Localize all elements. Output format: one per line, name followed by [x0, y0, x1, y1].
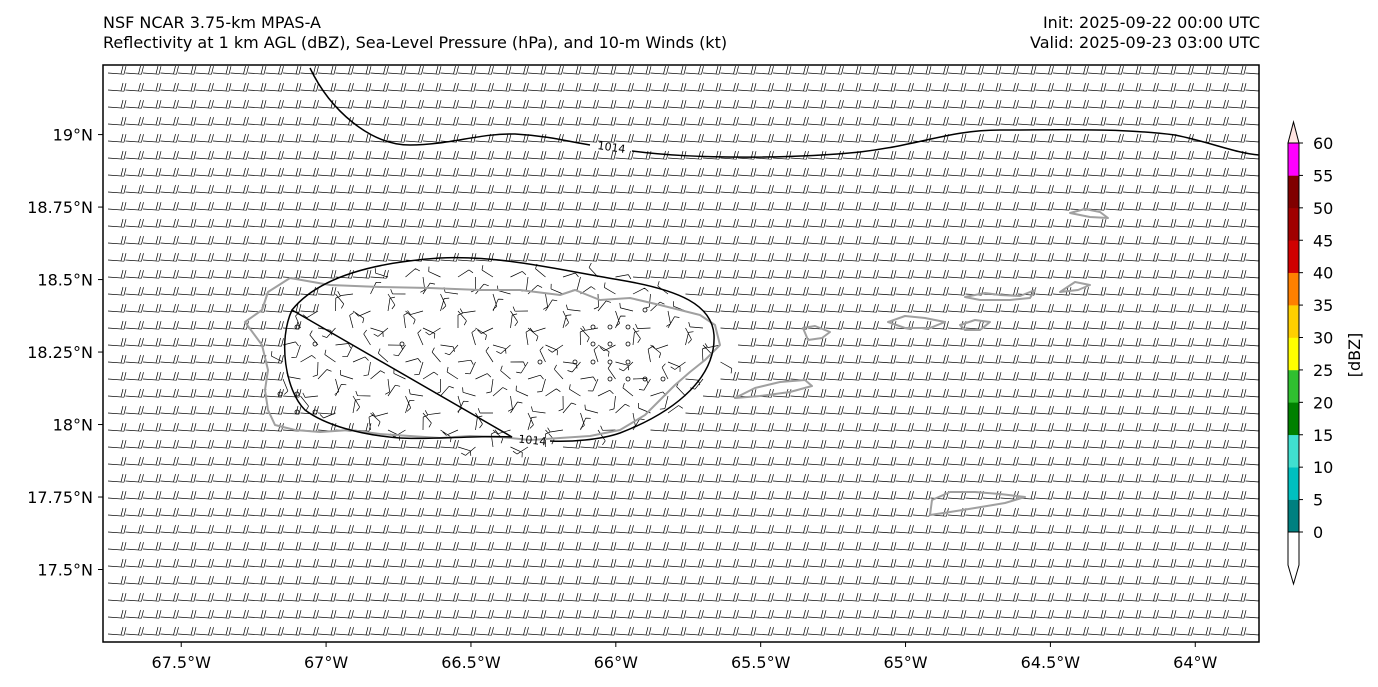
- isobar-south-closed: [283, 256, 715, 442]
- lon-tick-label: 64.5°W: [1021, 653, 1081, 672]
- isobar-north: [309, 67, 1259, 158]
- colorbar-tick-label: 25: [1313, 361, 1333, 380]
- colorbar-tick-label: 35: [1313, 296, 1333, 315]
- colorbar-tick-label: 45: [1313, 231, 1333, 250]
- colorbar-band: [1288, 240, 1299, 273]
- calm-wind-circle: [660, 376, 666, 382]
- calm-wind-circle: [312, 409, 318, 415]
- colorbar-tick-label: 55: [1313, 166, 1333, 185]
- colorbar-tick-label: 50: [1313, 199, 1333, 218]
- lat-tick-label: 18.75°N: [27, 198, 93, 217]
- colorbar-label: [dBZ]: [1345, 333, 1364, 378]
- colorbar-extend-max: [1287, 120, 1300, 144]
- calm-wind-circle: [607, 341, 613, 347]
- colorbar-band: [1288, 434, 1299, 468]
- colorbar-band: [1288, 337, 1299, 371]
- lon-tick-label: 65.5°W: [731, 653, 791, 672]
- title-line-1: NSF NCAR 3.75-km MPAS-A: [103, 13, 321, 32]
- lat-tick-label: 17.75°N: [27, 488, 93, 507]
- colorbar-extend-min: [1287, 532, 1300, 586]
- colorbar-tick-label: 40: [1313, 264, 1333, 283]
- colorbar-band: [1288, 467, 1299, 500]
- virgin-gorda-coastline: [1059, 281, 1091, 293]
- calm-wind-circle: [625, 324, 631, 330]
- lon-tick-label: 66°W: [594, 653, 638, 672]
- colorbar-band: [1288, 143, 1299, 176]
- calm-wind-circle: [294, 391, 300, 397]
- wind-barbs-layer: [107, 65, 1259, 636]
- lon-tick-label: 67.5°W: [151, 653, 211, 672]
- calm-wind-circle: [537, 359, 543, 365]
- calm-wind-circle: [625, 376, 631, 382]
- lon-tick-label: 65°W: [883, 653, 927, 672]
- calm-wind-circle: [607, 376, 613, 382]
- colorbar-tick-label: 30: [1313, 329, 1333, 348]
- calm-wind-circle: [277, 391, 283, 397]
- lon-tick-label: 64°W: [1173, 653, 1217, 672]
- lat-tick-label: 19°N: [53, 126, 93, 145]
- calm-wind-circle: [399, 341, 405, 347]
- tortola-coastline: [964, 289, 1036, 301]
- valid-time: Valid: 2025-09-23 03:00 UTC: [1029, 33, 1260, 52]
- lat-tick-label: 18°N: [53, 416, 93, 435]
- calm-wind-circle: [590, 324, 596, 330]
- colorbar-band: [1288, 272, 1299, 306]
- isobars-layer: [283, 67, 1259, 442]
- st-thomas-coastline: [887, 315, 946, 329]
- colorbar-tick-label: 20: [1313, 393, 1333, 412]
- puerto-rico-coastline: [244, 277, 721, 441]
- calm-wind-circle: [642, 376, 648, 382]
- calm-wind-circle: [607, 359, 613, 365]
- colorbar-tick-label: 15: [1313, 426, 1333, 445]
- calm-wind-circle: [625, 341, 631, 347]
- st-croix-coastline: [929, 491, 1026, 516]
- axis-ticks: 67.5°W 67°W 66.5°W 66°W 65.5°W 65°W 64.5°W 64°W…: [27, 126, 1217, 672]
- calm-wind-circle: [294, 409, 300, 415]
- lon-tick-label: 66.5°W: [441, 653, 501, 672]
- calm-wind-circle: [590, 341, 596, 347]
- lat-tick-label: 18.5°N: [37, 271, 93, 290]
- figure-title: NSF NCAR 3.75-km MPAS-A Reflectivity at …: [103, 13, 727, 53]
- calm-wind-circle: [294, 324, 300, 330]
- title-line-2: Reflectivity at 1 km AGL (dBZ), Sea-Leve…: [103, 33, 728, 52]
- figure-time-info: Init: 2025-09-22 00:00 UTC Valid: 2025-0…: [1030, 13, 1260, 53]
- colorbar: 0 5 10 15 20 25 30 35 40 45 50 55 60: [1287, 120, 1333, 586]
- anegada-coastline: [1069, 208, 1109, 219]
- colorbar-tick-label: 5: [1313, 491, 1323, 510]
- colorbar-band: [1288, 369, 1299, 403]
- st-john-coastline: [959, 319, 991, 331]
- map-frame: [102, 64, 1260, 643]
- calm-wind-circle: [590, 359, 596, 365]
- init-time: Init: 2025-09-22 00:00 UTC: [1042, 13, 1260, 32]
- colorbar-band: [1288, 305, 1299, 338]
- colorbar-band: [1288, 207, 1299, 241]
- calm-wind-circle: [312, 341, 318, 347]
- calm-wind-circle: [572, 359, 578, 365]
- vieques-coastline: [734, 379, 813, 399]
- calm-wind-circle: [607, 324, 613, 330]
- colorbar-band: [1288, 402, 1299, 436]
- colorbar-band: [1288, 175, 1299, 209]
- wind-barbs: [107, 65, 1259, 636]
- lon-tick-label: 67°W: [304, 653, 348, 672]
- lat-tick-label: 17.5°N: [37, 561, 93, 580]
- colorbar-tick-label: 0: [1313, 523, 1323, 542]
- colorbar-tick-label: 60: [1313, 134, 1333, 153]
- calm-wind-circle: [625, 359, 631, 365]
- culebra-coastline: [802, 325, 831, 341]
- colorbar-tick-label: 10: [1313, 458, 1333, 477]
- lat-tick-label: 18.25°N: [27, 343, 93, 362]
- isobar-label-north: 1014: [597, 139, 627, 156]
- map-panel: [103, 65, 1259, 642]
- isobar-label-south: 1014: [518, 433, 547, 449]
- coastlines-layer: [244, 208, 1109, 516]
- calm-wind-circle: [642, 307, 648, 313]
- colorbar-band: [1288, 499, 1299, 533]
